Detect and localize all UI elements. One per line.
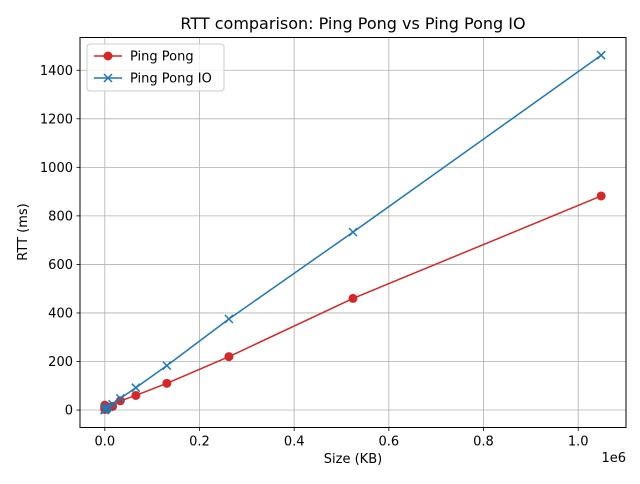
data-point-ping-pong-io: [115, 393, 125, 403]
x-tick-label: 0.0: [94, 435, 115, 450]
y-tick-label: 1200: [40, 112, 73, 127]
x-axis-label: Size (KB): [324, 452, 382, 467]
data-point-ping-pong: [596, 191, 606, 201]
data-point-ping-pong-io: [348, 227, 358, 237]
y-tick-label: 600: [48, 258, 73, 273]
data-point-ping-pong: [348, 293, 358, 303]
y-tick-label: 400: [48, 306, 73, 321]
series-layer: [100, 50, 606, 415]
legend: Ping Pong Ping Pong IO: [86, 43, 225, 92]
data-point-ping-pong-io: [104, 402, 114, 412]
ticks-layer: 0.0 0.2 0.4 0.6 0.8 1.0 0 200 400 600 800 1000 1200 1…: [40, 64, 589, 450]
y-axis-label: RTT (ms): [16, 203, 31, 260]
data-point-ping-pong: [131, 390, 141, 400]
data-point-ping-pong-io: [224, 314, 234, 324]
x-tick-label: 0.4: [284, 435, 305, 450]
data-point-ping-pong: [115, 396, 125, 406]
plot-frame: [79, 37, 627, 428]
grid-layer: [80, 37, 626, 428]
chart-title: RTT comparison: Ping Pong vs Ping Pong I…: [180, 14, 525, 33]
x-tick-label: 1.0: [568, 435, 589, 450]
y-tick-label: 1400: [40, 64, 73, 79]
y-tick-label: 800: [48, 209, 73, 224]
y-tick-label: 200: [48, 355, 73, 370]
data-point-ping-pong: [162, 378, 172, 388]
x-offset-text: 1e6: [601, 451, 626, 466]
x-tick-label: 0.8: [473, 435, 494, 450]
legend-label-ping-pong-io: Ping Pong IO: [130, 72, 212, 87]
x-tick-label: 0.6: [378, 435, 399, 450]
y-tick-label: 0: [65, 404, 73, 419]
y-tick-label: 1000: [40, 161, 73, 176]
legend-marker-ping-pong: [103, 51, 113, 61]
data-point-ping-pong-io: [162, 361, 172, 371]
legend-label-ping-pong: Ping Pong: [130, 50, 194, 65]
data-point-ping-pong-io: [596, 50, 606, 60]
data-point-ping-pong-io: [108, 399, 118, 409]
legend-marker-ping-pong-io: [103, 73, 113, 83]
data-point-ping-pong: [224, 352, 234, 362]
x-tick-label: 0.2: [189, 435, 210, 450]
data-point-ping-pong-io: [131, 383, 141, 393]
